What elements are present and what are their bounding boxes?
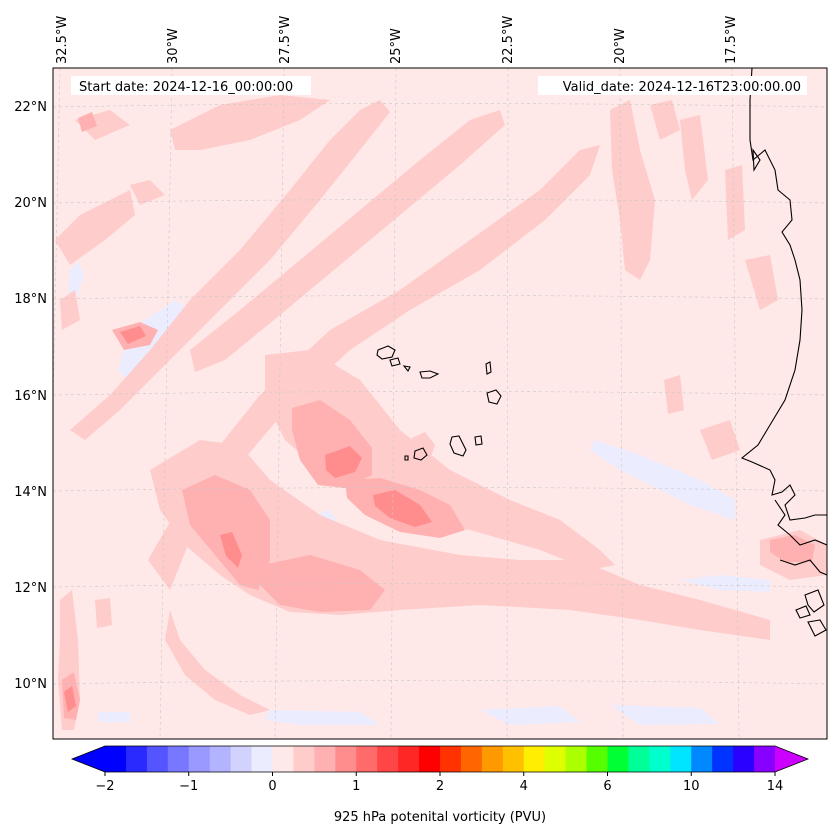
latitude-labels: 22°N 20°N 18°N 16°N 14°N 12°N 10°N bbox=[14, 100, 47, 692]
colorbar-under-arrow bbox=[72, 746, 105, 772]
colorbar-cell bbox=[167, 746, 190, 772]
negative-pv-patches bbox=[68, 262, 770, 725]
colorbar-cell bbox=[691, 746, 713, 772]
lon-label: 32.5°W bbox=[55, 16, 70, 64]
island-brava bbox=[404, 455, 409, 461]
colorbar-cell bbox=[356, 746, 378, 772]
colorbar-cell bbox=[607, 746, 629, 772]
colorbar-cell bbox=[272, 746, 294, 772]
colorbar-cell bbox=[628, 746, 650, 772]
colorbar-cell bbox=[544, 746, 567, 772]
colorbar-cell bbox=[733, 746, 755, 772]
lon-label: 22.5°W bbox=[501, 16, 516, 64]
colorbar-cell bbox=[670, 746, 692, 772]
lat-label: 12°N bbox=[14, 581, 47, 596]
colorbar-cell bbox=[481, 746, 504, 772]
lat-label: 16°N bbox=[14, 389, 47, 404]
colorbar-cell bbox=[293, 746, 315, 772]
colorbar-cell bbox=[188, 746, 211, 772]
island-santo-antao bbox=[376, 345, 396, 360]
lat-label: 10°N bbox=[14, 677, 47, 692]
colorbar: −2 −1 0 1 2 4 6 10 14 925 hPa potenital vorticit… bbox=[70, 745, 810, 825]
start-date-box bbox=[71, 76, 311, 95]
longitude-labels: 32.5°W 30°W 27.5°W 25°W 22.5°W 20°W 17.5… bbox=[55, 16, 739, 64]
colorbar-ticks: −2 −1 0 1 2 4 6 10 14 bbox=[95, 772, 783, 794]
island-santa-luzia bbox=[402, 365, 411, 373]
pv-level-3-cores bbox=[64, 326, 432, 712]
colorbar-cell bbox=[460, 746, 483, 772]
colorbar-tick-label: −1 bbox=[179, 779, 198, 794]
colorbar-cell bbox=[712, 746, 734, 772]
map-gridlines bbox=[53, 68, 827, 739]
colorbar-cell bbox=[209, 746, 232, 772]
colorbar-tick-label: 14 bbox=[767, 779, 784, 794]
island-boa-vista bbox=[486, 389, 502, 405]
colorbar-cell bbox=[502, 746, 525, 772]
colorbar-cell bbox=[398, 746, 420, 772]
colorbar-tick-label: 10 bbox=[683, 779, 700, 794]
colorbar-cell bbox=[146, 746, 169, 772]
colorbar-cell bbox=[230, 746, 253, 772]
colorbar-cell bbox=[754, 746, 776, 772]
colorbar-cell bbox=[440, 746, 462, 772]
lon-label: 17.5°W bbox=[724, 16, 739, 64]
colorbar-tick-label: 2 bbox=[436, 779, 444, 794]
colorbar-tick-label: 1 bbox=[352, 779, 360, 794]
colorbar-cell bbox=[335, 746, 357, 772]
island-fogo bbox=[413, 447, 428, 461]
coastlines bbox=[376, 68, 827, 637]
colorbar-cell bbox=[419, 746, 441, 772]
colorbar-tick-label: 0 bbox=[268, 779, 276, 794]
colorbar-cell bbox=[125, 746, 148, 772]
colorbar-over-arrow bbox=[775, 746, 808, 772]
lat-label: 14°N bbox=[14, 485, 47, 500]
island-santiago bbox=[449, 435, 467, 457]
colorbar-cell bbox=[565, 746, 588, 772]
valid-date-box bbox=[538, 76, 807, 95]
colorbar-tick-label: 6 bbox=[603, 779, 611, 794]
lat-label: 20°N bbox=[14, 196, 47, 211]
valid-date-label: Valid_date: 2024-12-16T23:00:00.00 bbox=[563, 80, 801, 95]
colorbar-tick-label: 4 bbox=[520, 779, 528, 794]
island-sal bbox=[485, 361, 492, 375]
map-frame bbox=[52, 67, 828, 740]
start-date-label: Start date: 2024-12-16_00:00:00 bbox=[79, 80, 293, 95]
colorbar-cell bbox=[586, 746, 608, 772]
lon-label: 20°W bbox=[613, 28, 628, 64]
lon-label: 25°W bbox=[389, 28, 404, 64]
map-panel: Start date: 2024-12-16_00:00:00 Valid_da… bbox=[53, 68, 827, 739]
colorbar-cell bbox=[649, 746, 671, 772]
colorbar-cell bbox=[523, 746, 546, 772]
island-maio bbox=[474, 435, 483, 446]
colorbar-title: 925 hPa potenital vorticity (PVU) bbox=[334, 810, 546, 825]
colorbar-cell bbox=[377, 746, 399, 772]
africa-coastline bbox=[740, 68, 827, 521]
colorbar-tick-label: −2 bbox=[95, 779, 114, 794]
lon-label: 27.5°W bbox=[278, 16, 293, 64]
colorbar-cell bbox=[105, 746, 127, 772]
lon-label: 30°W bbox=[166, 28, 181, 64]
colorbar-cells bbox=[105, 746, 776, 772]
colorbar-cell bbox=[314, 746, 336, 772]
island-sao-nicolau bbox=[419, 370, 440, 379]
lat-label: 18°N bbox=[14, 292, 47, 307]
colorbar-cell bbox=[251, 746, 273, 772]
lat-label: 22°N bbox=[14, 100, 47, 115]
island-sao-vicente bbox=[389, 357, 401, 367]
